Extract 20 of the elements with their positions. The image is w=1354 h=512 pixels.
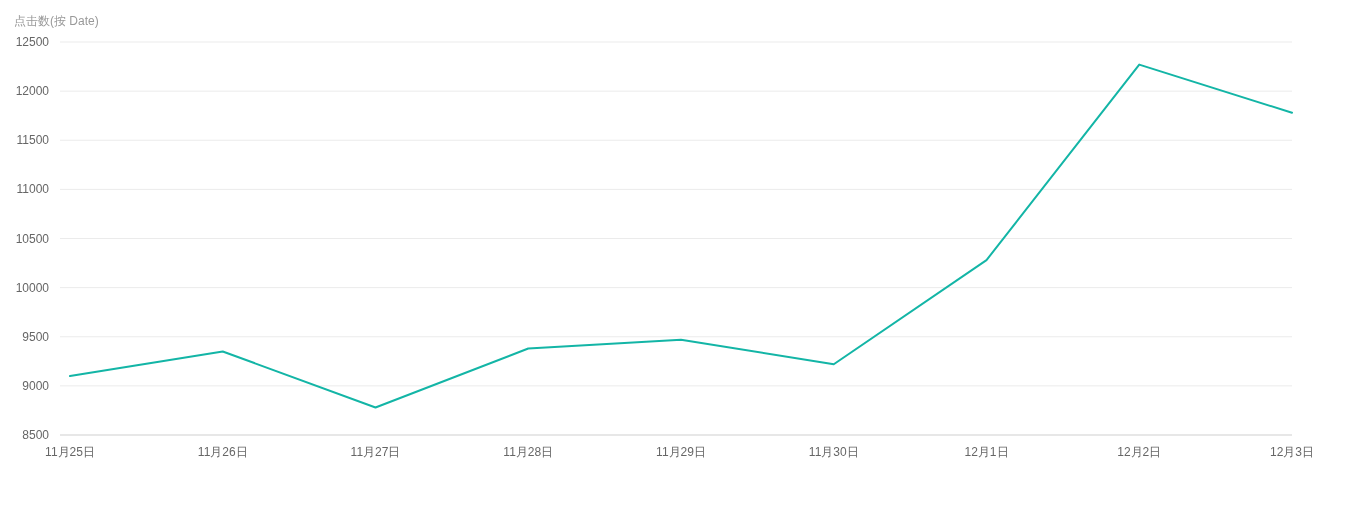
- y-tick-label: 12000: [15, 84, 50, 99]
- y-tick-label: 9000: [22, 378, 50, 393]
- x-tick-label: 11月28日: [503, 445, 554, 459]
- y-tick-label: 10500: [15, 231, 50, 246]
- y-axis-title: 点击数(按 Date): [14, 14, 99, 28]
- y-tick-label: 8500: [22, 428, 50, 442]
- x-tick-label: 11月25日: [45, 445, 95, 459]
- line-series: [69, 63, 1293, 409]
- y-tick-label: 11000: [16, 182, 50, 197]
- x-tick-label: 11月26日: [197, 445, 248, 459]
- x-tick-label: 12月1日: [964, 445, 1009, 459]
- y-tick-label: 10000: [15, 280, 50, 295]
- x-tick-label: 11月29日: [656, 445, 706, 459]
- x-tick-label: 12月2日: [1117, 445, 1162, 459]
- x-tick-label: 12月3日: [1269, 445, 1315, 459]
- x-tick-label: 11月27日: [350, 445, 401, 459]
- y-tick-label: 12500: [15, 35, 50, 49]
- y-tick-label: 11500: [16, 133, 50, 148]
- x-tick-label: 11月30日: [808, 445, 859, 459]
- y-tick-label: 9500: [22, 329, 50, 344]
